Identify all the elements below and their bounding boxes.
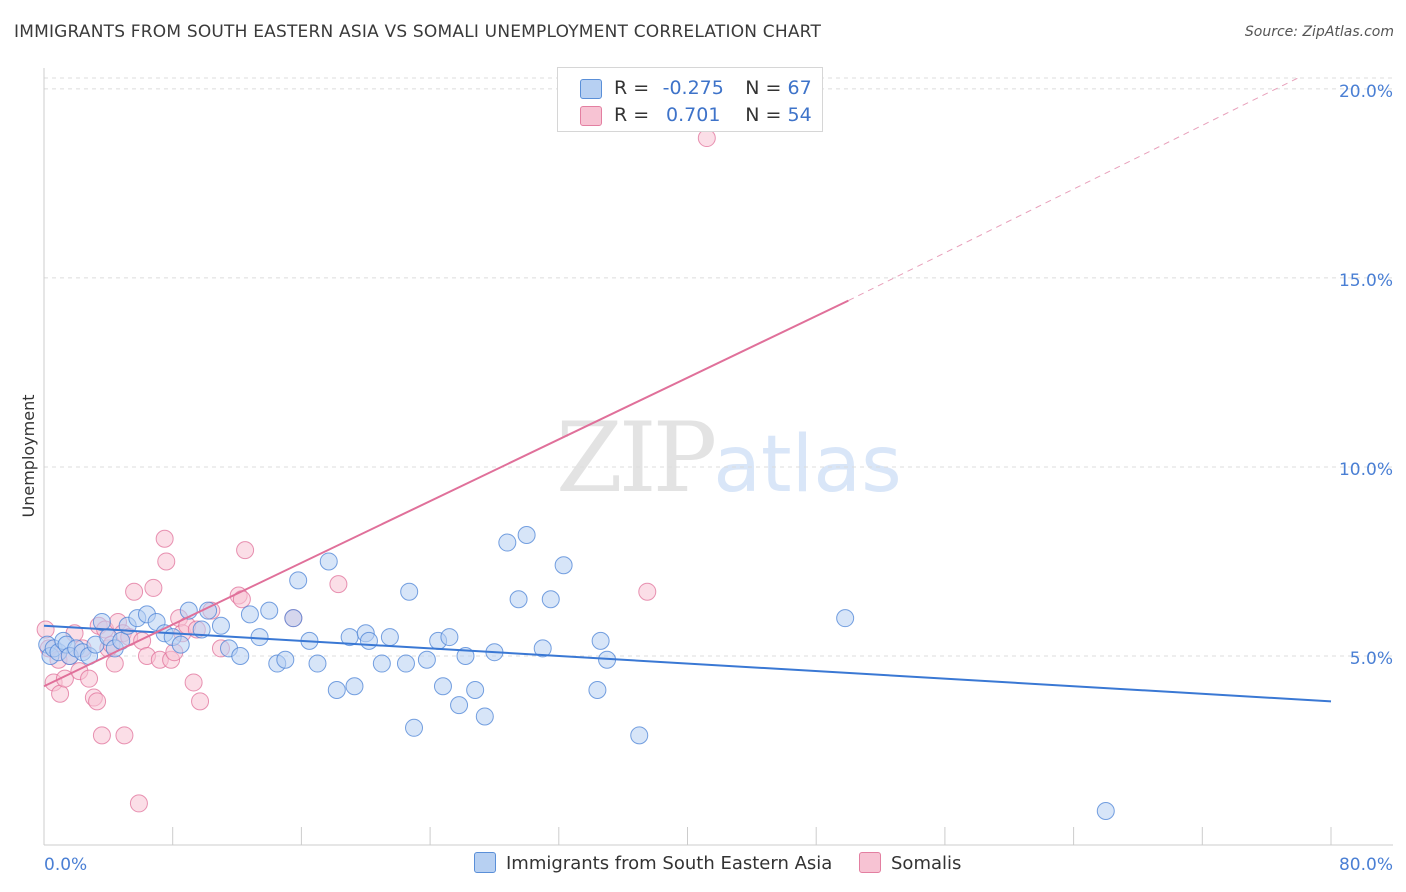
chart-title: IMMIGRANTS FROM SOUTH EASTERN ASIA VS SO… (14, 22, 822, 42)
data-point (171, 635, 190, 654)
data-point (588, 681, 607, 699)
data-point (92, 612, 111, 631)
data-point (155, 529, 174, 548)
data-point (51, 684, 70, 703)
data-point (554, 556, 573, 575)
grid (44, 77, 1393, 657)
trend-lines (43, 77, 1332, 703)
data-point (308, 654, 327, 673)
legend-row-somali: R = 0.701 N = 54 (558, 102, 822, 128)
data-point (591, 631, 610, 650)
legend-n-value-somali: 54 (787, 104, 812, 126)
data-point (836, 609, 855, 628)
data-point (405, 718, 424, 737)
bottom-legend-label-sea: Immigrants from South Eastern Asia (506, 853, 833, 874)
points (36, 129, 1115, 820)
data-point (80, 669, 99, 688)
data-point (380, 628, 399, 647)
bottom-legend-swatch-sea (474, 852, 496, 873)
watermark-atlas: atlas (713, 420, 902, 510)
y-tick-label: 15.0% (1339, 271, 1393, 291)
data-point (541, 590, 560, 609)
y-axis-title: Unemployment (19, 395, 38, 518)
data-point (345, 677, 364, 696)
data-point (88, 692, 107, 711)
tick-labels: 5.0% 10.0% 15.0% 20.0% 0.0% 80.0% (44, 82, 1393, 875)
data-point (440, 628, 459, 647)
data-point (129, 794, 148, 813)
legend-r-label: R = (614, 104, 650, 126)
data-point (466, 681, 485, 699)
data-point (533, 639, 552, 658)
legend-swatch-somali (580, 106, 602, 126)
x-tick-label: 0.0% (44, 855, 87, 875)
data-point (92, 726, 111, 745)
bottom-legend-label-somali: Somalis (891, 853, 962, 874)
data-point (105, 654, 124, 673)
data-point (231, 646, 250, 665)
data-point (125, 582, 144, 601)
data-point (417, 650, 436, 669)
data-point (319, 552, 338, 571)
watermark-zip: ZIP (556, 402, 717, 514)
data-point (697, 129, 716, 148)
data-point (289, 571, 308, 590)
watermark: ZIPatlas (556, 402, 902, 514)
data-point (327, 681, 346, 699)
data-point (240, 605, 259, 624)
data-point (236, 541, 255, 560)
legend-n-label: N = (745, 77, 782, 99)
data-point (115, 726, 134, 745)
stats-legend: R = -0.275 N = 67 R = 0.701 N = 54 (557, 67, 823, 132)
trend-line-sea (43, 624, 1332, 703)
bottom-legend-swatch-somali (859, 852, 881, 873)
legend-r-label: R = (614, 77, 650, 99)
data-point (284, 609, 303, 628)
data-point (1096, 801, 1115, 820)
data-point (191, 692, 210, 711)
data-point (517, 526, 536, 544)
data-point (498, 533, 517, 552)
source-credit: Source: ZipAtlas.com (1244, 24, 1394, 40)
data-point (372, 654, 391, 673)
legend-n-value-sea: 67 (787, 77, 812, 99)
data-point (211, 616, 230, 635)
data-point (133, 631, 152, 650)
data-point (450, 696, 469, 715)
data-point (157, 552, 176, 571)
x-tick-label: 80.0% (1339, 855, 1393, 875)
data-point (36, 620, 55, 639)
legend-n-label: N = (745, 104, 782, 126)
data-point (630, 726, 649, 745)
data-point (396, 654, 415, 673)
data-point (433, 677, 452, 696)
bottom-legend-somali: Somalis (859, 852, 961, 876)
legend-swatch-sea (580, 79, 602, 99)
data-point (276, 650, 295, 669)
data-point (509, 590, 528, 609)
legend-r-value-somali: 0.701 (666, 104, 721, 126)
bottom-legend-sea: Immigrants from South Eastern Asia (474, 852, 832, 876)
data-point (400, 582, 419, 601)
legend-r-value-sea: -0.275 (662, 77, 724, 99)
legend-row-sea: R = -0.275 N = 67 (558, 75, 822, 101)
data-point (638, 582, 657, 601)
data-point (184, 673, 203, 692)
y-tick-label: 20.0% (1339, 82, 1393, 102)
y-tick-label: 10.0% (1339, 460, 1393, 480)
y-tick-label: 5.0% (1350, 649, 1393, 669)
data-point (260, 601, 279, 620)
trend-line-somali (43, 299, 849, 688)
data-point (329, 575, 348, 594)
data-point (475, 707, 494, 726)
data-point (144, 578, 163, 597)
trend-line-somali-extension (848, 77, 1300, 302)
axes (43, 68, 1393, 846)
data-point (359, 631, 378, 650)
